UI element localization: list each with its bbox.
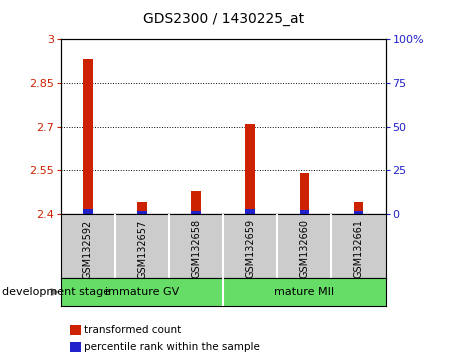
Text: percentile rank within the sample: percentile rank within the sample xyxy=(84,342,260,352)
Text: mature MII: mature MII xyxy=(274,287,335,297)
Text: GSM132659: GSM132659 xyxy=(245,219,255,278)
Bar xyxy=(83,59,93,214)
Text: GSM132592: GSM132592 xyxy=(83,219,93,279)
Bar xyxy=(191,191,201,214)
Bar xyxy=(137,202,147,214)
Text: development stage: development stage xyxy=(2,287,110,297)
Text: GSM132660: GSM132660 xyxy=(299,219,309,278)
Bar xyxy=(299,210,309,214)
Text: GSM132661: GSM132661 xyxy=(354,219,364,278)
Text: GDS2300 / 1430225_at: GDS2300 / 1430225_at xyxy=(143,12,304,27)
Bar xyxy=(245,209,255,214)
Bar xyxy=(83,209,93,214)
Bar xyxy=(223,278,386,306)
Text: GSM132657: GSM132657 xyxy=(137,219,147,279)
Text: GSM132658: GSM132658 xyxy=(191,219,201,278)
Bar xyxy=(61,278,223,306)
Text: transformed count: transformed count xyxy=(84,325,182,335)
Bar xyxy=(245,124,255,214)
Text: immature GV: immature GV xyxy=(105,287,179,297)
Bar xyxy=(354,202,364,214)
Bar xyxy=(354,211,364,214)
Bar xyxy=(137,211,147,214)
Bar xyxy=(191,211,201,214)
Bar xyxy=(299,173,309,214)
